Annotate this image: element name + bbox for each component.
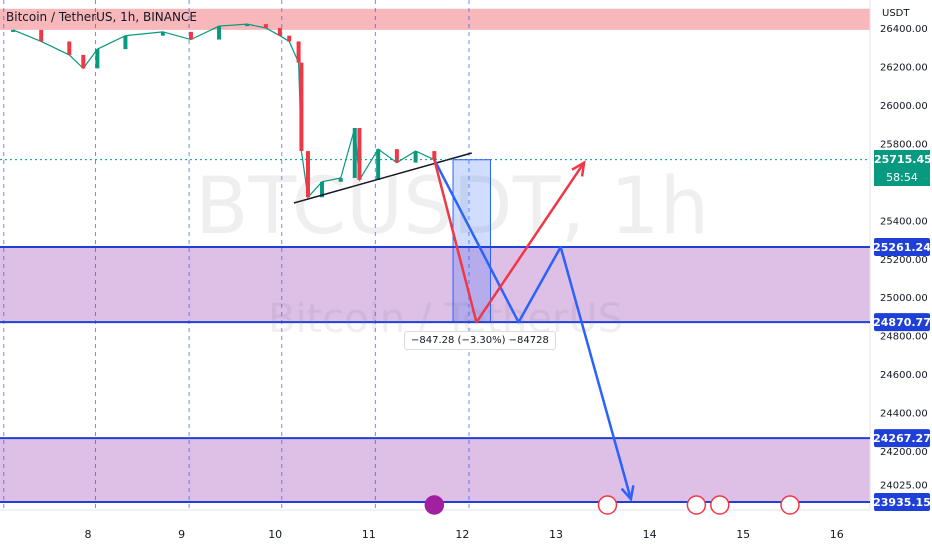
projection-red — [433, 159, 586, 324]
projection-blue-head — [620, 485, 635, 502]
candle — [188, 31, 193, 40]
candle — [320, 181, 324, 198]
candle — [123, 35, 128, 50]
candle — [287, 35, 292, 42]
y-tick-label: 26200.00 — [880, 62, 928, 73]
y-tick-label: 24400.00 — [880, 409, 928, 420]
y-tick-label: 24200.00 — [880, 447, 928, 458]
candle — [296, 41, 301, 63]
x-tick-label: 16 — [830, 528, 844, 541]
zone-1 — [0, 438, 870, 502]
candle — [39, 29, 44, 42]
candle — [67, 41, 72, 55]
x-tick-label: 8 — [85, 528, 92, 541]
trendline — [293, 152, 472, 204]
price-axis — [870, 0, 932, 550]
current-price-tag: 25715.45 — [874, 149, 932, 170]
projection-red-head — [571, 160, 586, 177]
us-flag-event-icon — [686, 495, 707, 515]
y-tick-label: 24600.00 — [880, 370, 928, 381]
currency-label: USDT — [882, 8, 910, 19]
zone-2 — [0, 8, 870, 30]
y-tick-label: 24800.00 — [880, 332, 928, 343]
level-tag-3: 23935.15 — [873, 496, 931, 509]
candle — [95, 49, 100, 69]
y-tick-label: 25200.00 — [880, 255, 928, 266]
candle — [338, 177, 343, 182]
y-tick-label: 25000.00 — [880, 293, 928, 304]
level-tag-1: 24870.77 — [873, 316, 931, 329]
level-tag-bg-3 — [874, 493, 930, 511]
candle — [263, 24, 268, 28]
candle — [277, 28, 282, 36]
level-tag-0: 25261.24 — [873, 241, 931, 254]
candle — [357, 127, 362, 180]
zone-0 — [0, 246, 870, 323]
chart-title: Bitcoin / TetherUS, 1h, BINANCE — [6, 10, 197, 24]
level-tag-bg-2 — [874, 429, 930, 448]
candle-countdown: 58:54 — [874, 169, 930, 186]
candle — [217, 26, 222, 40]
us-flag-event-icon — [597, 495, 618, 515]
x-tick-label: 12 — [455, 528, 469, 541]
measure-box — [452, 159, 491, 323]
candle — [11, 29, 16, 32]
x-tick-label: 9 — [178, 528, 185, 541]
y-tick-label: 24025.00 — [880, 481, 928, 492]
price-series-line — [12, 23, 435, 199]
candle — [376, 149, 381, 180]
y-tick-label: 26000.00 — [880, 101, 928, 112]
candle — [413, 151, 418, 163]
us-flag-event-icon — [780, 495, 800, 515]
x-tick-label: 13 — [549, 528, 563, 541]
dividend-event-icon — [424, 495, 445, 515]
x-tick-label: 11 — [362, 528, 376, 541]
x-tick-label: 15 — [736, 528, 750, 541]
candle — [245, 24, 250, 27]
level-tag-2: 24267.27 — [873, 432, 931, 445]
y-tick-label: 26400.00 — [880, 24, 928, 35]
candle — [299, 62, 304, 152]
us-flag-event-icon — [710, 495, 730, 515]
measure-label: −847.28 (−3.30%) −84728 — [404, 331, 556, 350]
x-tick-label: 10 — [268, 528, 282, 541]
y-tick-label: 25800.00 — [880, 139, 928, 150]
candle — [352, 127, 357, 178]
y-tick-label: 25400.00 — [880, 216, 928, 227]
symbol-watermark: BTCUSDT, 1h — [195, 162, 710, 252]
candle — [160, 31, 165, 36]
candle — [305, 151, 310, 198]
candle — [81, 54, 86, 69]
projection-blue — [433, 159, 633, 500]
candle — [432, 151, 437, 160]
candle — [394, 149, 399, 163]
level-tag-bg-0 — [874, 237, 930, 256]
level-tag-bg-1 — [874, 313, 930, 332]
x-tick-label: 14 — [643, 528, 657, 541]
